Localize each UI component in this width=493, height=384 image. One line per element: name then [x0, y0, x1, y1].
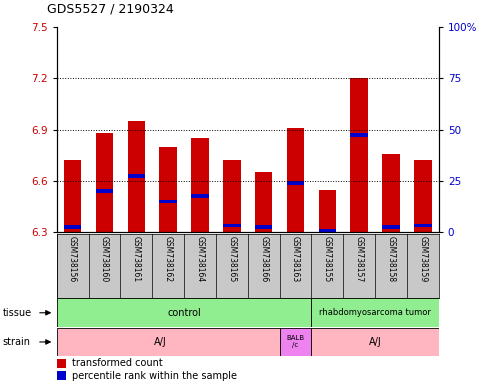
Bar [64, 161, 81, 232]
Bar [128, 121, 145, 232]
Text: rhabdomyosarcoma tumor: rhabdomyosarcoma tumor [319, 308, 431, 317]
Text: GSM738159: GSM738159 [419, 236, 427, 282]
Text: BALB
/c: BALB /c [286, 336, 305, 348]
Bar [159, 147, 177, 232]
Bar [191, 194, 209, 198]
Text: percentile rank within the sample: percentile rank within the sample [72, 371, 237, 381]
Bar [57, 371, 66, 380]
Text: A/J: A/J [369, 337, 382, 347]
Text: GSM738156: GSM738156 [68, 236, 77, 282]
Text: GSM738165: GSM738165 [227, 236, 236, 282]
Bar [414, 223, 431, 227]
Bar [382, 225, 400, 229]
Bar [191, 138, 209, 232]
Bar [318, 190, 336, 232]
Bar [57, 328, 280, 356]
Bar [96, 189, 113, 193]
Text: GSM738164: GSM738164 [195, 236, 205, 282]
Bar [287, 128, 304, 232]
Text: control: control [167, 308, 201, 318]
Bar [280, 328, 312, 356]
Text: GDS5527 / 2190324: GDS5527 / 2190324 [47, 2, 174, 15]
Bar [57, 359, 66, 367]
Text: transformed count: transformed count [72, 358, 163, 368]
Text: GSM738158: GSM738158 [387, 236, 395, 282]
Bar [255, 225, 273, 229]
Bar [64, 225, 81, 229]
Text: GSM738163: GSM738163 [291, 236, 300, 282]
Bar [57, 298, 312, 327]
Text: strain: strain [2, 337, 31, 347]
Bar [159, 200, 177, 204]
Bar [128, 174, 145, 178]
Text: A/J: A/J [154, 337, 167, 347]
Bar [223, 223, 241, 227]
Text: GSM738162: GSM738162 [164, 236, 173, 282]
Bar [96, 133, 113, 232]
Text: GSM738160: GSM738160 [100, 236, 109, 282]
Text: GSM738166: GSM738166 [259, 236, 268, 282]
Bar [382, 154, 400, 232]
Text: GSM738157: GSM738157 [354, 236, 364, 282]
Bar [255, 172, 273, 232]
Bar [223, 161, 241, 232]
Bar [312, 328, 439, 356]
Text: tissue: tissue [2, 308, 32, 318]
Bar [312, 298, 439, 327]
Bar [414, 161, 431, 232]
Bar [318, 229, 336, 232]
Bar [351, 133, 368, 137]
Bar [287, 181, 304, 185]
Text: GSM738155: GSM738155 [323, 236, 332, 282]
Text: GSM738161: GSM738161 [132, 236, 141, 282]
Bar [351, 78, 368, 232]
